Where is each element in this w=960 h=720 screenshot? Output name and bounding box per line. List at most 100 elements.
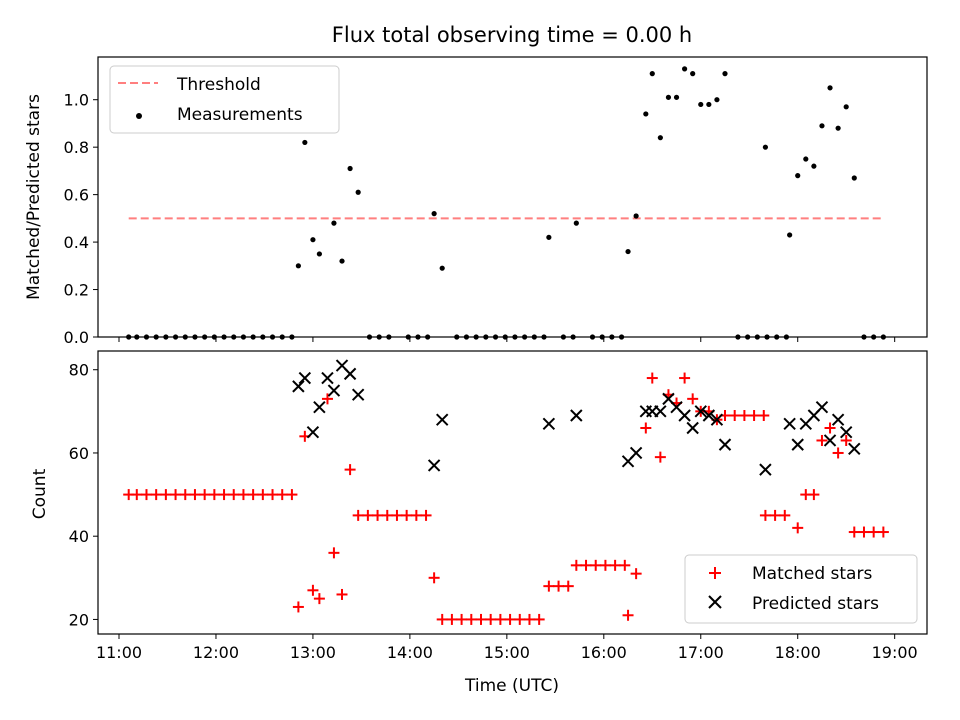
- predicted-stars-point: [678, 409, 691, 422]
- matched-stars-point: [877, 526, 889, 538]
- matched-stars-point: [436, 613, 448, 625]
- predicted-stars-point: [783, 417, 796, 431]
- bottom-legend: Matched stars Predicted stars: [684, 554, 918, 624]
- matched-stars-point: [336, 588, 348, 600]
- measurement-point: [803, 156, 809, 162]
- measurement-point: [295, 263, 301, 269]
- matched-stars-point: [131, 489, 143, 501]
- matched-stars-point: [391, 509, 403, 521]
- matched-stars-point: [428, 572, 440, 584]
- top-y-tick-label: 0.8: [64, 138, 89, 157]
- matched-stars-point: [150, 489, 162, 501]
- predicted-stars-point: [848, 442, 861, 456]
- predicted-stars-point: [306, 425, 320, 439]
- measurements-legend-label: Measurements: [177, 105, 303, 125]
- top-axes-frame: [97, 56, 928, 338]
- matched-stars-point: [344, 464, 356, 476]
- measurement-point: [714, 97, 720, 103]
- measurement-point: [347, 165, 353, 172]
- matched-stars-point: [824, 422, 836, 434]
- measurement-point: [690, 71, 696, 77]
- matched-stars-point: [267, 489, 279, 501]
- predicted-stars-point: [343, 367, 357, 381]
- measurements-legend-marker: [136, 113, 142, 119]
- measurement-point: [573, 220, 579, 226]
- predicted-stars-legend-label: Predicted stars: [752, 594, 879, 614]
- matched-stars-point: [475, 613, 487, 625]
- measurement-point: [649, 71, 655, 77]
- matched-stars-point: [868, 526, 880, 538]
- matched-stars-point: [321, 393, 333, 405]
- matched-stars-point: [622, 609, 634, 621]
- matched-stars-point: [590, 559, 602, 571]
- matched-stars-point: [840, 434, 852, 446]
- matched-stars-point: [352, 509, 364, 521]
- predicted-stars-point: [710, 413, 724, 426]
- matched-stars-point: [276, 489, 288, 501]
- measurement-point: [302, 139, 308, 146]
- bottom-tick-layer: 11:00 12:00 13:00 14:00 15:00 16:00 17:00 18:00…: [69, 361, 918, 662]
- matched-stars-point: [816, 434, 828, 446]
- matched-stars-point: [228, 489, 240, 501]
- top-panel: 0.0 0.2 0.4 0.6 0.8 1.0 Matched/Predicted sta…: [24, 56, 928, 347]
- predicted-stars-point: [686, 421, 699, 435]
- predicted-stars-point: [702, 409, 716, 422]
- matched-stars-point: [140, 489, 152, 501]
- top-data-layer: [126, 66, 886, 340]
- measurement-point: [722, 71, 728, 77]
- top-tick-layer: 0.0 0.2 0.4 0.6 0.8 1.0: [64, 91, 896, 347]
- x-tick-label: 15:00: [484, 643, 530, 662]
- matched-stars-point: [456, 613, 468, 625]
- bottom-legend-box: [684, 554, 918, 624]
- matched-stars-point: [189, 489, 201, 501]
- matched-stars-point: [307, 584, 319, 596]
- measurement-point: [698, 101, 704, 108]
- predicted-stars-point: [351, 388, 365, 401]
- top-y-tick-label: 1.0: [64, 91, 89, 110]
- matched-stars-point: [328, 547, 340, 559]
- measurement-point: [851, 175, 857, 181]
- matched-stars-point: [160, 489, 172, 501]
- matched-stars-point: [199, 489, 211, 501]
- bottom-y-axis-label: Count: [30, 468, 50, 519]
- bottom-y-tick-label: 20: [69, 610, 89, 629]
- matched-stars-point: [640, 422, 652, 434]
- measurement-point: [643, 111, 649, 117]
- matched-stars-point: [170, 489, 182, 501]
- matched-stars-point: [504, 613, 516, 625]
- matched-stars-point: [494, 613, 506, 625]
- x-tick-label: 14:00: [387, 643, 433, 662]
- measurement-point: [657, 135, 663, 141]
- bottom-x-axis-label: Time (UTC): [464, 676, 559, 696]
- measurement-point: [331, 220, 337, 226]
- matched-stars-point: [619, 559, 631, 571]
- measurement-point: [706, 101, 712, 108]
- matched-stars-point: [570, 559, 582, 571]
- predicted-stars-point: [313, 400, 326, 414]
- measurement-point: [355, 189, 361, 195]
- bottom-axes-frame: [97, 350, 928, 635]
- predicted-stars-point: [327, 384, 341, 397]
- predicted-stars-point: [654, 405, 667, 418]
- measurement-point: [762, 144, 769, 150]
- matched-stars-point: [208, 489, 220, 501]
- top-y-axis-label: Matched/Predicted stars: [24, 94, 44, 300]
- matched-stars-point: [257, 489, 269, 501]
- matched-stars-point: [420, 509, 432, 521]
- matched-stars-point: [848, 526, 860, 538]
- matched-stars-point: [748, 410, 760, 422]
- measurement-point: [339, 258, 345, 264]
- measurement-point: [431, 211, 437, 217]
- x-tick-label: 16:00: [581, 643, 627, 662]
- measurement-point: [819, 123, 825, 129]
- measurement-point: [310, 237, 316, 243]
- x-tick-label: 12:00: [193, 643, 239, 662]
- measurement-point: [682, 66, 688, 72]
- matched-stars-point: [543, 580, 555, 592]
- x-tick-label: 11:00: [96, 643, 142, 662]
- predicted-stars-point: [629, 446, 643, 460]
- matched-stars-point: [523, 613, 535, 625]
- predicted-stars-point: [321, 371, 334, 385]
- matched-stars-point: [679, 372, 691, 384]
- matched-stars-point: [313, 593, 325, 605]
